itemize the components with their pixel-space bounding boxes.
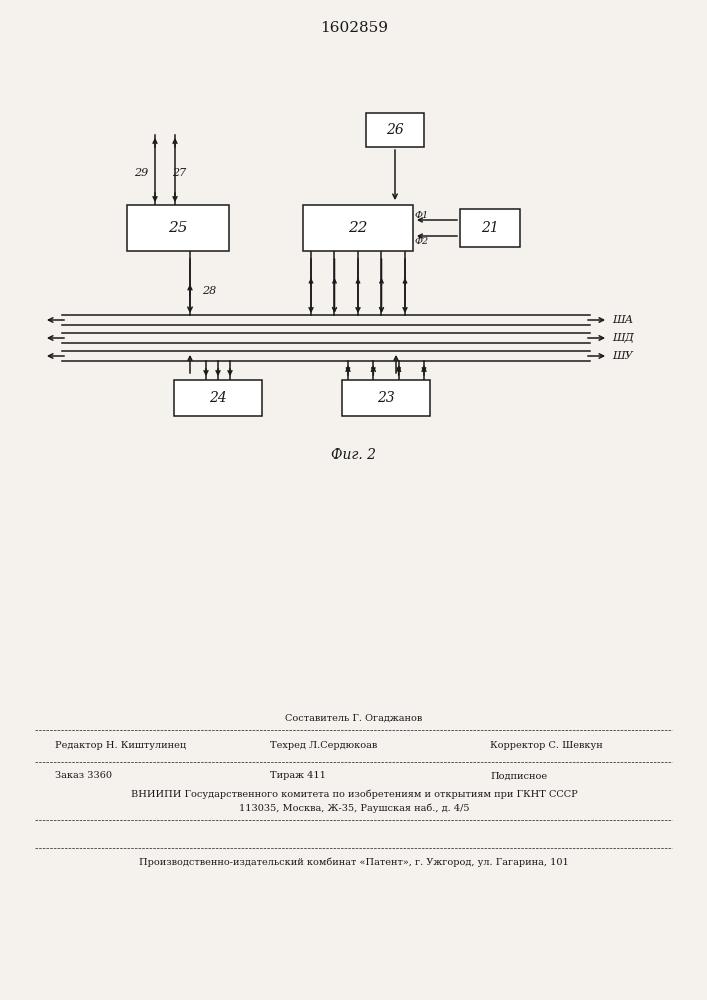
Text: ШУ: ШУ bbox=[612, 351, 633, 361]
Text: 29: 29 bbox=[134, 168, 148, 178]
Text: 22: 22 bbox=[349, 221, 368, 235]
Text: Производственно-издательский комбинат «Патент», г. Ужгород, ул. Гагарина, 101: Производственно-издательский комбинат «П… bbox=[139, 857, 569, 867]
Text: 26: 26 bbox=[386, 123, 404, 137]
Text: 23: 23 bbox=[377, 391, 395, 405]
Text: Заказ 3360: Заказ 3360 bbox=[55, 772, 112, 780]
Text: Корректор С. Шевкун: Корректор С. Шевкун bbox=[490, 742, 603, 750]
Text: 25: 25 bbox=[168, 221, 188, 235]
Text: ША: ША bbox=[612, 315, 633, 325]
Bar bbox=[366, 113, 424, 147]
Text: 1602859: 1602859 bbox=[320, 21, 388, 35]
Text: 24: 24 bbox=[209, 391, 227, 405]
Text: 28: 28 bbox=[202, 286, 216, 296]
Bar bbox=[127, 205, 229, 251]
Text: Φ2: Φ2 bbox=[415, 236, 429, 245]
Text: ВНИИПИ Государственного комитета по изобретениям и открытиям при ГКНТ СССР: ВНИИПИ Государственного комитета по изоб… bbox=[131, 789, 578, 799]
Bar bbox=[174, 380, 262, 416]
Text: Фиг. 2: Фиг. 2 bbox=[332, 448, 377, 462]
Text: 27: 27 bbox=[172, 168, 186, 178]
Text: Составитель Г. Огаджанов: Составитель Г. Огаджанов bbox=[286, 714, 423, 722]
Text: Тираж 411: Тираж 411 bbox=[270, 772, 326, 780]
Bar bbox=[303, 205, 413, 251]
Bar bbox=[342, 380, 430, 416]
Text: 113035, Москва, Ж-35, Раушская наб., д. 4/5: 113035, Москва, Ж-35, Раушская наб., д. … bbox=[239, 803, 469, 813]
Text: Φ1: Φ1 bbox=[415, 211, 429, 220]
Text: Техред Л.Сердюкоав: Техред Л.Сердюкоав bbox=[270, 742, 378, 750]
Text: Подписное: Подписное bbox=[490, 772, 547, 780]
Text: 21: 21 bbox=[481, 221, 499, 235]
Bar bbox=[460, 209, 520, 247]
Text: ШД: ШД bbox=[612, 333, 633, 343]
Text: Редактор Н. Киштулинец: Редактор Н. Киштулинец bbox=[55, 742, 186, 750]
